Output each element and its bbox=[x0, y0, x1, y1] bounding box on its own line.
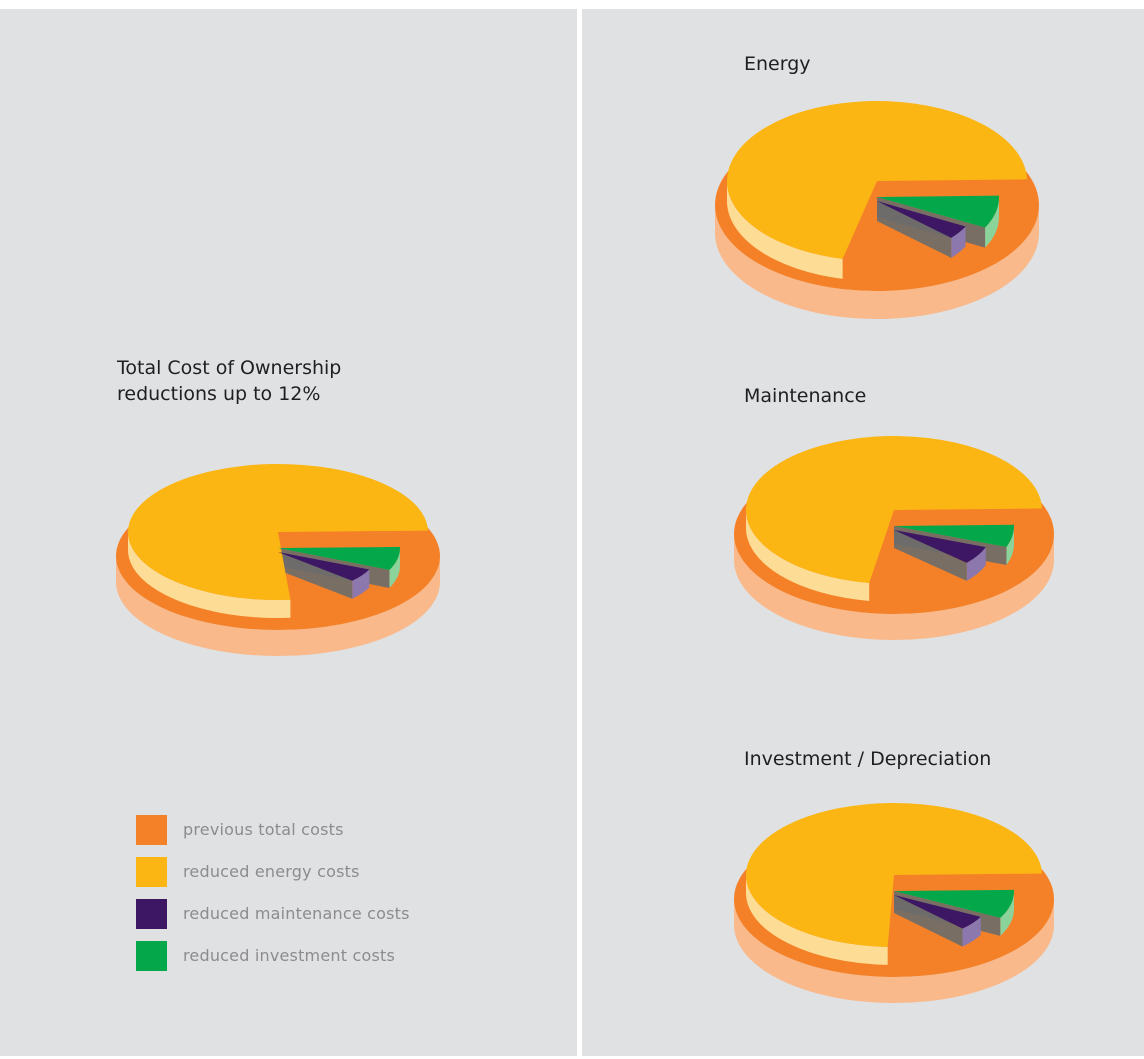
investment-chart-title: Investment / Depreciation bbox=[744, 748, 992, 770]
legend-label-previous-total: previous total costs bbox=[183, 820, 344, 839]
tco-title-line-2: reductions up to 12% bbox=[117, 383, 321, 405]
reduced-energy-costs-side bbox=[746, 510, 870, 601]
reduced-energy-costs-side bbox=[746, 875, 888, 965]
maintenance-chart-title: Maintenance bbox=[744, 385, 867, 407]
reduced-investment-costs-slice bbox=[877, 195, 999, 228]
reduced-maintenance-costs-side bbox=[966, 547, 986, 581]
tco-title-line-1: Total Cost of Ownership bbox=[117, 357, 342, 379]
reduced-investment-costs-slice bbox=[894, 889, 1014, 918]
reduced-energy-costs-slice bbox=[727, 101, 1027, 259]
reduced-maintenance-costs-cut-face bbox=[877, 201, 952, 258]
reduced-energy-costs-slice bbox=[746, 436, 1042, 583]
base-disc-side bbox=[715, 205, 1039, 319]
reduced-energy-costs-side bbox=[128, 532, 291, 618]
legend-label-energy: reduced energy costs bbox=[183, 862, 360, 881]
legend-swatch-energy bbox=[136, 857, 167, 887]
tco-chart-title: Total Cost of Ownership reductions up to… bbox=[117, 355, 341, 407]
left-panel: Total Cost of Ownership reductions up to… bbox=[0, 9, 577, 1056]
reduced-investment-costs-side bbox=[389, 548, 400, 589]
tco-pie-chart bbox=[116, 464, 440, 656]
reduced-investment-costs-side bbox=[985, 197, 999, 248]
reduced-maintenance-costs-slice bbox=[894, 895, 981, 929]
reduced-investment-costs-side bbox=[1000, 891, 1014, 936]
reduced-investment-costs-slice bbox=[278, 546, 400, 571]
reduced-maintenance-costs-cut-face bbox=[278, 552, 353, 599]
reduced-investment-costs-side bbox=[1006, 526, 1014, 565]
reduced-maintenance-costs-side bbox=[962, 916, 981, 947]
reduced-maintenance-costs-cut-face bbox=[894, 895, 963, 947]
reduced-maintenance-costs-side bbox=[352, 569, 370, 599]
energy-pie-chart bbox=[715, 101, 1039, 319]
reduced-maintenance-costs-slice bbox=[894, 530, 986, 563]
legend-label-maintenance: reduced maintenance costs bbox=[183, 904, 410, 923]
reduced-energy-costs-slice bbox=[128, 464, 428, 600]
reduced-maintenance-costs-side bbox=[951, 226, 966, 258]
right-panel: Energy Maintenance Investment / Deprecia… bbox=[582, 9, 1144, 1056]
base-disc-side bbox=[116, 556, 440, 656]
reduced-energy-costs-side bbox=[727, 181, 843, 279]
legend-swatch-previous-total bbox=[136, 815, 167, 845]
maintenance-pie-chart bbox=[734, 436, 1054, 640]
reduced-energy-costs-slice bbox=[746, 803, 1042, 947]
reduced-maintenance-costs-cut-face bbox=[894, 530, 967, 581]
energy-chart-title: Energy bbox=[744, 53, 811, 75]
reduced-investment-costs-slice bbox=[894, 524, 1014, 547]
reduced-maintenance-costs-slice bbox=[278, 552, 370, 581]
reduced-maintenance-costs-slice bbox=[877, 201, 966, 238]
legend-swatch-maintenance bbox=[136, 899, 167, 929]
base-disc-side bbox=[734, 534, 1054, 640]
legend-swatch-investment bbox=[136, 941, 167, 971]
investment-pie-chart bbox=[734, 803, 1054, 1003]
legend-label-investment: reduced investment costs bbox=[183, 946, 396, 965]
base-disc-side bbox=[734, 899, 1054, 1003]
